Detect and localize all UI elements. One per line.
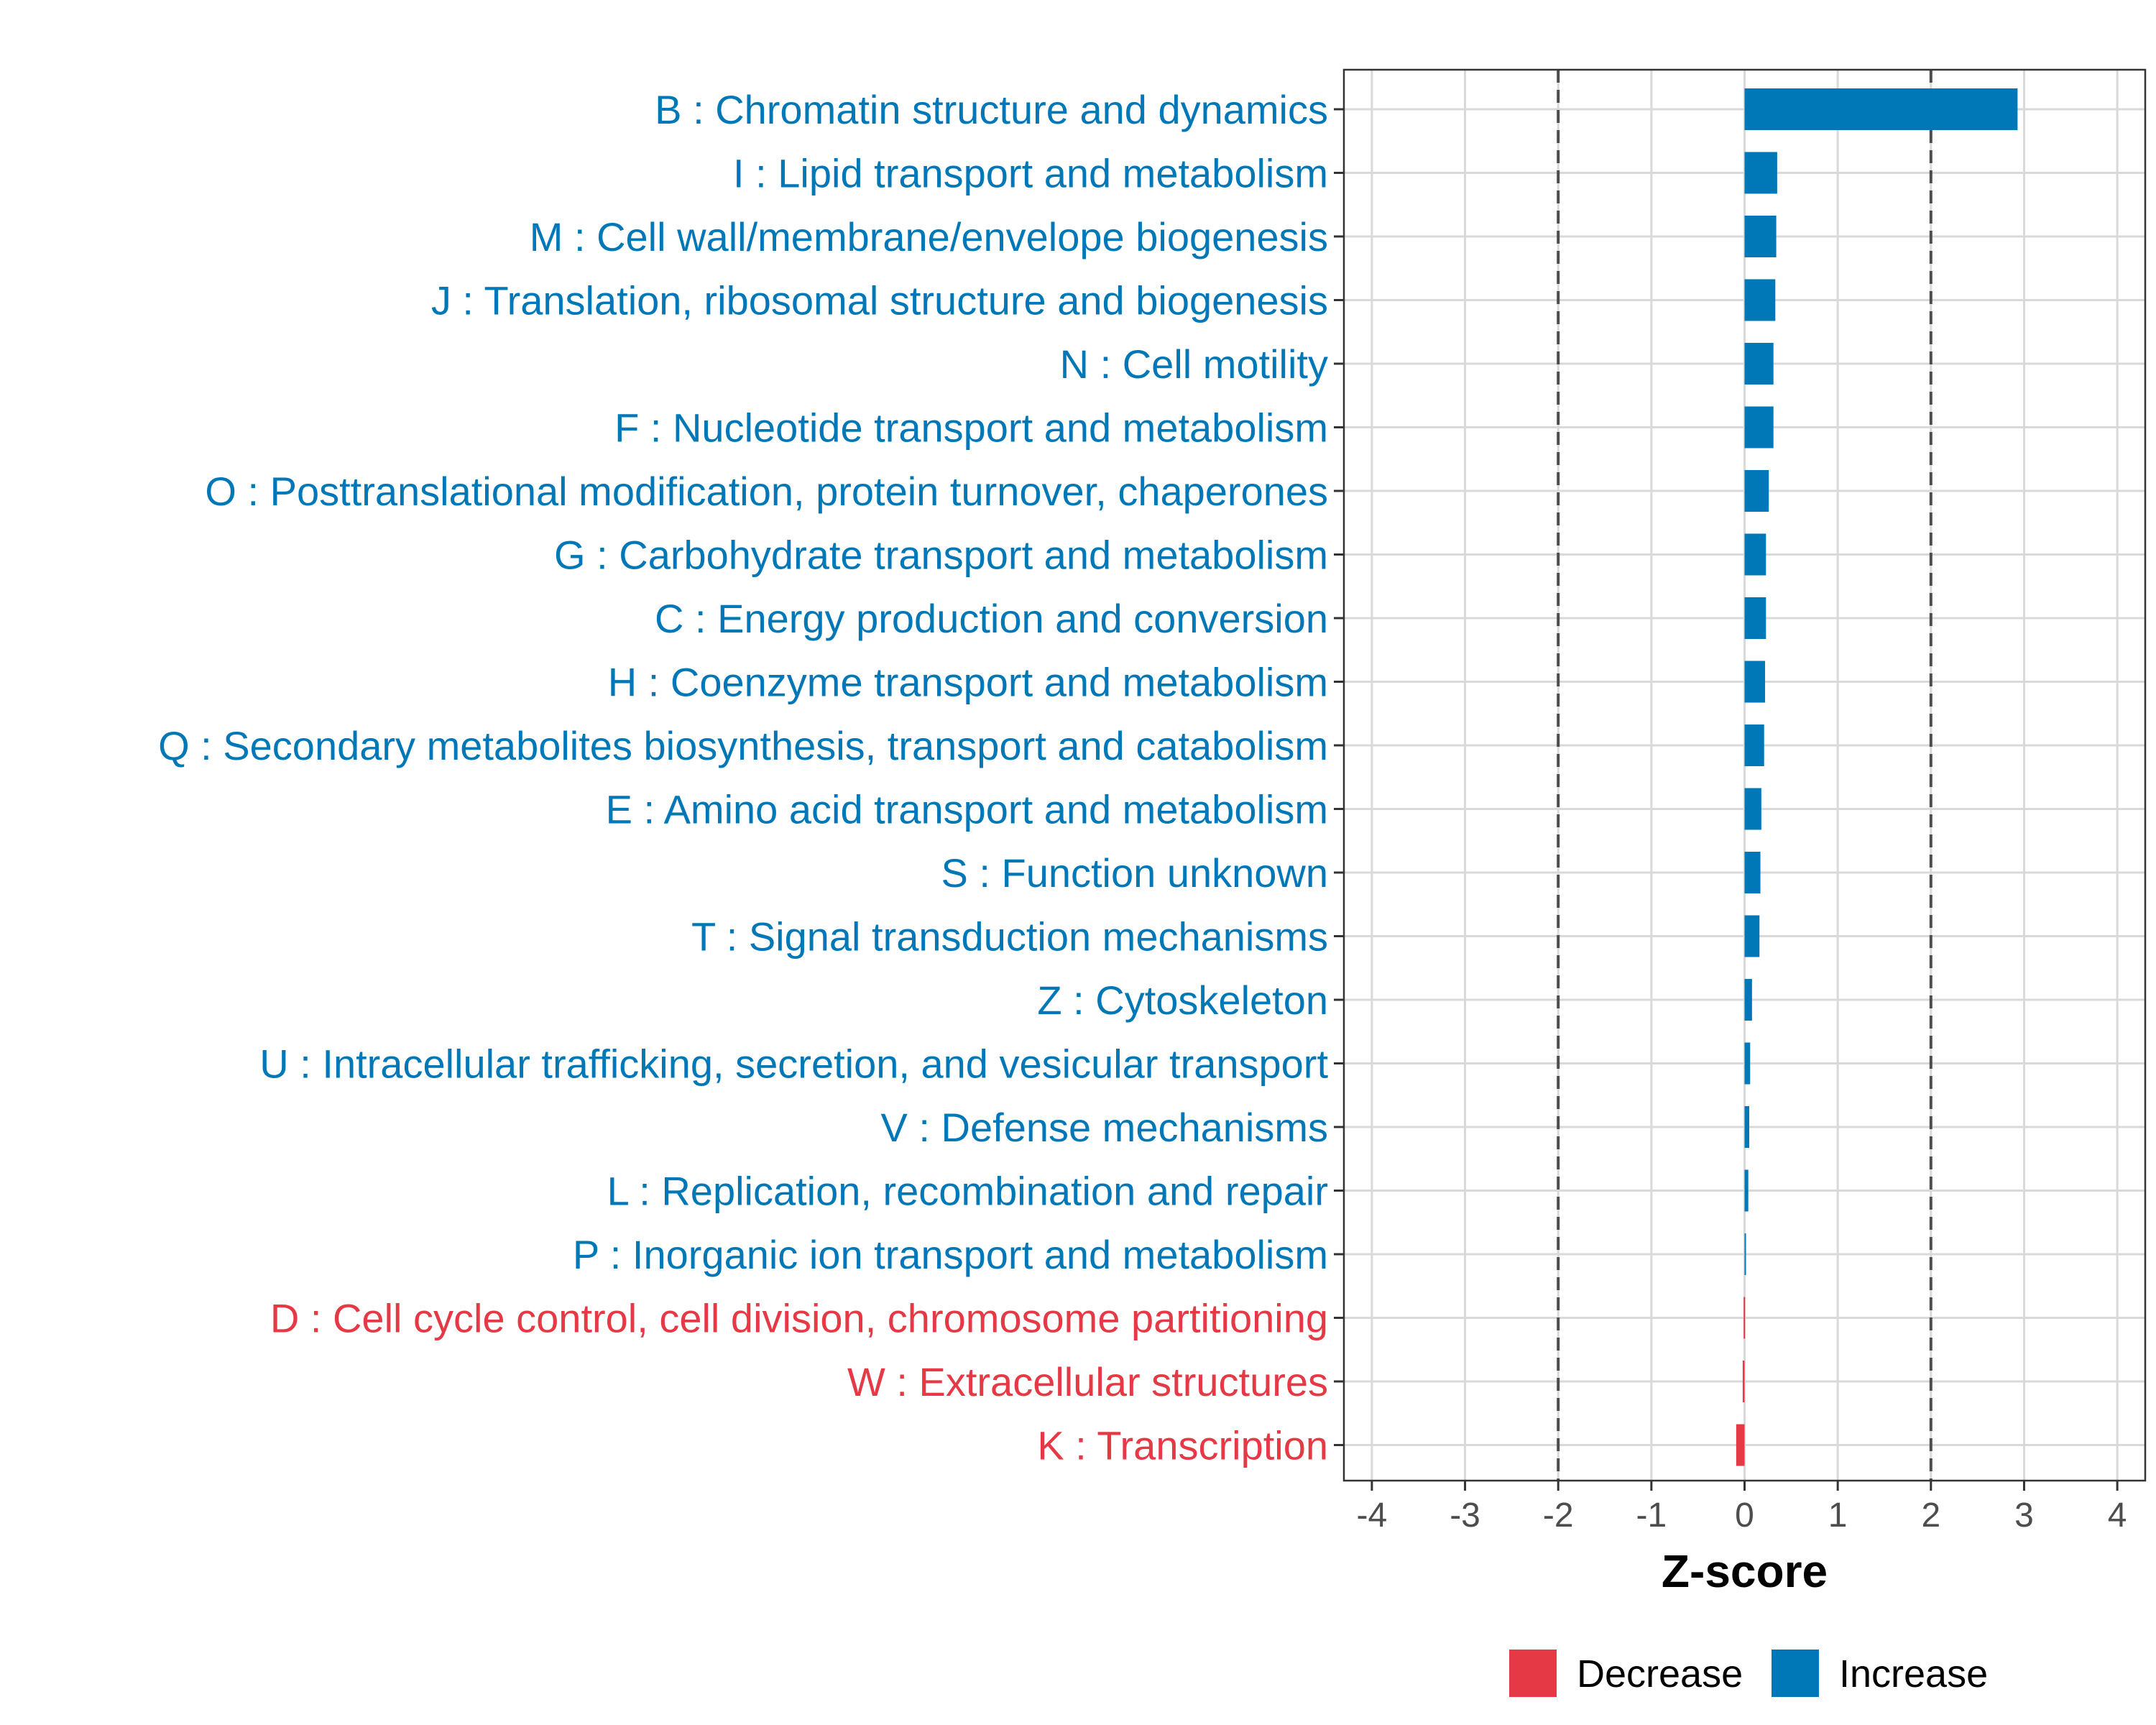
bar xyxy=(1743,1297,1746,1339)
category-label: J : Translation, ribosomal structure and… xyxy=(431,278,1328,323)
category-label: N : Cell motility xyxy=(1060,341,1328,387)
x-tick-label: 4 xyxy=(2108,1496,2127,1535)
bar xyxy=(1744,979,1752,1021)
category-label: T : Signal transduction mechanisms xyxy=(691,914,1328,960)
legend: Decrease Increase xyxy=(1509,1650,1988,1697)
x-tick-label: -3 xyxy=(1450,1496,1480,1535)
x-tick-label: 3 xyxy=(2014,1496,2034,1535)
bar xyxy=(1744,724,1764,766)
category-label: M : Cell wall/membrane/envelope biogenes… xyxy=(530,214,1328,259)
bar xyxy=(1744,1106,1749,1148)
bar xyxy=(1744,216,1777,257)
x-tick-label: 0 xyxy=(1735,1496,1754,1535)
y-axis: B : Chromatin structure and dynamics I : … xyxy=(158,87,1344,1468)
bar xyxy=(1744,88,2018,130)
x-tick-label: -4 xyxy=(1357,1496,1388,1535)
x-tick-label: 2 xyxy=(1921,1496,1940,1535)
legend-swatch xyxy=(1772,1650,1819,1697)
x-tick-label: -2 xyxy=(1543,1496,1574,1535)
category-label: E : Amino acid transport and metabolism xyxy=(606,787,1328,832)
x-tick-label: -1 xyxy=(1636,1496,1667,1535)
x-tick-label: 1 xyxy=(1828,1496,1848,1535)
bar xyxy=(1744,661,1766,703)
bar xyxy=(1744,852,1761,893)
bar xyxy=(1744,788,1761,830)
category-label: Z : Cytoskeleton xyxy=(1037,978,1328,1023)
x-axis-title: Z-score xyxy=(1662,1545,1828,1597)
bar xyxy=(1744,915,1760,957)
bar xyxy=(1744,533,1766,576)
reference-lines xyxy=(1557,70,1932,1481)
category-label: K : Transcription xyxy=(1037,1423,1328,1468)
legend-swatch xyxy=(1509,1650,1557,1697)
category-label: L : Replication, recombination and repai… xyxy=(607,1169,1328,1214)
category-label: G : Carbohydrate transport and metabolis… xyxy=(554,533,1328,578)
category-label: B : Chromatin structure and dynamics xyxy=(655,87,1328,132)
bar xyxy=(1744,470,1769,512)
category-label: H : Coenzyme transport and metabolism xyxy=(608,660,1328,705)
category-label: C : Energy production and conversion xyxy=(655,596,1328,641)
category-label: O : Posttranslational modification, prot… xyxy=(205,469,1328,514)
bar xyxy=(1742,1361,1745,1402)
legend-label: Decrease xyxy=(1577,1652,1743,1696)
category-label: P : Inorganic ion transport and metaboli… xyxy=(573,1232,1328,1277)
category-label: U : Intracellular trafficking, secretion… xyxy=(259,1041,1328,1087)
category-label: D : Cell cycle control, cell division, c… xyxy=(270,1296,1328,1341)
legend-label: Increase xyxy=(1839,1652,1988,1696)
bar xyxy=(1744,406,1774,448)
bars xyxy=(1736,88,2018,1466)
bar xyxy=(1744,279,1776,321)
category-label: V : Defense mechanisms xyxy=(881,1105,1328,1150)
category-label: I : Lipid transport and metabolism xyxy=(733,151,1328,196)
category-label: W : Extracellular structures xyxy=(847,1359,1328,1404)
bar xyxy=(1744,597,1766,639)
x-axis: -4 -3 -2 -1 0 1 2 3 4 xyxy=(1357,1481,2127,1535)
bar xyxy=(1744,1233,1746,1275)
bar xyxy=(1744,152,1777,194)
bar xyxy=(1744,1042,1751,1085)
bar xyxy=(1744,1169,1749,1212)
bar xyxy=(1744,343,1774,385)
category-label: Q : Secondary metabolites biosynthesis, … xyxy=(158,723,1328,768)
bar xyxy=(1736,1424,1745,1466)
category-label: S : Function unknown xyxy=(941,850,1328,896)
category-label: F : Nucleotide transport and metabolism xyxy=(614,405,1328,451)
